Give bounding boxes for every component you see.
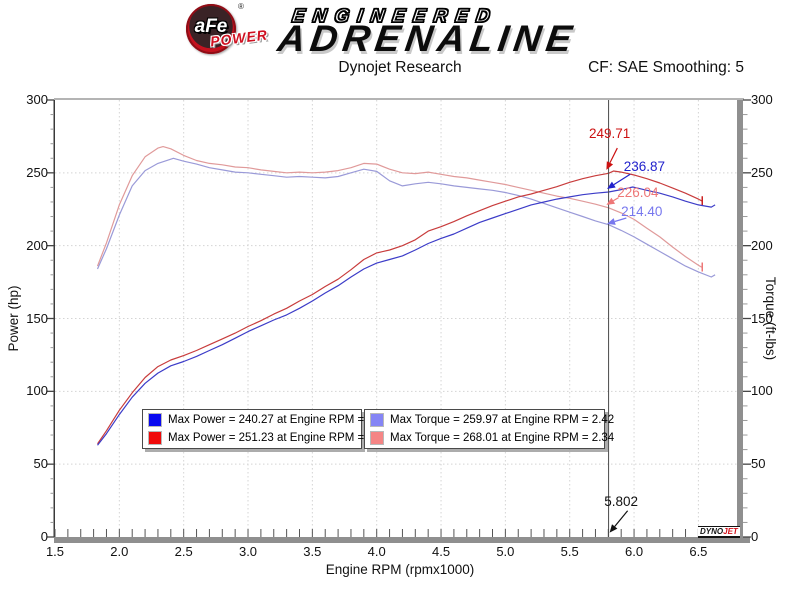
right-tick-label: 150	[751, 310, 773, 326]
legend-label: Max Power = 240.27 at Engine RPM = 5.99	[168, 414, 390, 426]
dynojet-logo-jet: JET	[723, 527, 738, 536]
right-tick-label: 50	[751, 456, 766, 472]
x-tick-label: 4.5	[431, 544, 451, 559]
left-tick-label: 200	[26, 237, 48, 253]
dynojet-logo: DYNOJET	[698, 526, 740, 538]
x-tick-label: 4.0	[367, 544, 386, 559]
dynojet-logo-dyno: DYNO	[700, 527, 724, 536]
x-tick-label: 5.5	[560, 544, 579, 559]
legend-max-power: Max Power = 240.27 at Engine RPM = 5.99 M…	[142, 409, 390, 449]
right-tick-label: 300	[751, 92, 773, 107]
left-tick-label: 50	[33, 456, 48, 472]
x-tick-label: 2.0	[110, 544, 129, 559]
left-tick-label: 0	[40, 529, 48, 544]
max-power-legend-row: Max Power = 251.23 at Engine RPM = 5.84	[143, 429, 390, 447]
x-tick-label: 1.5	[45, 544, 65, 559]
max-power-legend-row: Max Power = 240.27 at Engine RPM = 5.99	[143, 411, 390, 429]
legend-swatch	[370, 413, 384, 427]
legend-label: Max Torque = 259.97 at Engine RPM = 2.42	[390, 414, 615, 426]
smoothing-label: CF: SAE Smoothing: 5	[588, 59, 744, 76]
left-tick-label: 100	[26, 383, 48, 399]
max-torque-legend-row: Max Torque = 268.01 at Engine RPM = 2.34	[365, 429, 614, 447]
legend-label: Max Power = 251.23 at Engine RPM = 5.84	[168, 432, 390, 444]
legend-swatch	[370, 431, 384, 445]
brand-header: aFe ® POWER ENGINEERED ADRENALINE	[0, 0, 800, 59]
annotation-214-40: 214.40	[621, 204, 663, 220]
left-tick-label: 300	[26, 92, 48, 107]
left-tick-label: 250	[26, 164, 48, 180]
annotation-236-87: 236.87	[623, 159, 665, 174]
right-tick-label: 200	[751, 237, 773, 253]
legend-swatch	[148, 413, 162, 427]
x-axis-title: Engine RPM (rpmx1000)	[325, 562, 475, 577]
right-tick-label: 0	[751, 529, 759, 544]
legend-label: Max Torque = 268.01 at Engine RPM = 2.34	[390, 432, 615, 444]
x-tick-label: 2.5	[174, 544, 193, 559]
x-tick-label: 3.5	[303, 544, 322, 559]
x-tick-label: 5.0	[496, 544, 515, 559]
chart-title: Dynojet Research	[338, 59, 462, 76]
annotation-5-802: 5.802	[604, 494, 639, 510]
left-tick-label: 150	[26, 310, 48, 326]
afe-power-logo-badge: aFe	[186, 4, 236, 54]
x-tick-label: 6.5	[689, 544, 708, 559]
left-axis-title: Power (hp)	[6, 285, 21, 352]
legend-swatch	[148, 431, 162, 445]
right-axis-title: Torque (ft-lbs)	[763, 276, 778, 361]
annotation-226-04: 226.04	[617, 185, 659, 201]
right-tick-label: 100	[751, 383, 773, 399]
x-tick-label: 3.0	[238, 544, 258, 559]
x-tick-label: 6.0	[625, 544, 644, 559]
annotation-249-71: 249.71	[588, 125, 631, 141]
afe-logo-text: aFe	[194, 16, 228, 37]
legend-max-torque: Max Torque = 259.97 at Engine RPM = 2.42…	[364, 409, 614, 449]
right-tick-label: 250	[751, 164, 773, 180]
max-torque-legend-row: Max Torque = 259.97 at Engine RPM = 2.42	[365, 411, 614, 429]
registered-mark: ®	[238, 2, 244, 11]
